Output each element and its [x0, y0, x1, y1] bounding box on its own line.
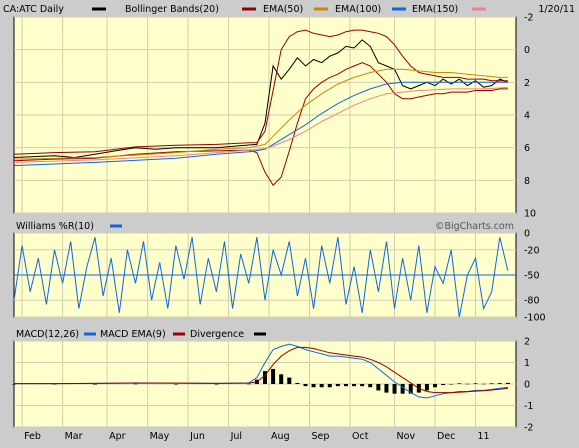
legend-bollinger-label: Bollinger Bands(20) — [125, 4, 219, 15]
series-line — [13, 86, 508, 163]
divergence-bar — [327, 384, 332, 388]
divergence-bar — [173, 384, 178, 385]
williams-y-tick-label: -50 — [524, 271, 540, 282]
divergence-bar — [279, 374, 284, 384]
symbol-title: CA:ATC Daily — [3, 4, 64, 15]
x-tick-label: 11 — [478, 431, 490, 442]
macd-ema-title: MACD EMA(9) — [100, 329, 166, 340]
x-tick-label: Feb — [24, 431, 41, 442]
williams-title: Williams %R(10) — [16, 221, 94, 232]
williams-header: Williams %R(10) ©BigCharts.com — [16, 221, 514, 232]
divergence-bar — [497, 383, 502, 384]
x-tick-label: Nov — [397, 431, 416, 442]
williams-y-tick-label: 0 — [524, 229, 530, 240]
macd-y-tick-label: 2 — [524, 337, 530, 348]
macd-series — [14, 343, 508, 399]
williams-y-tick-label: -20 — [524, 245, 540, 256]
divergence-bar — [424, 384, 429, 391]
divergence-bar — [271, 368, 276, 384]
divergence-bar — [263, 371, 267, 384]
legend-ema100-label: EMA(100) — [335, 4, 381, 15]
price-y-tick-label: 8 — [524, 176, 530, 187]
divergence-bar — [287, 377, 292, 384]
macd-y-tick-label: 0 — [524, 380, 530, 391]
price-y-axis: 10 8 6 4 2 0 -2 — [524, 13, 536, 220]
x-tick-label: Aug — [271, 431, 290, 442]
divergence-bar — [376, 384, 381, 391]
series-line — [13, 29, 508, 155]
williams-grid — [14, 232, 516, 318]
divergence-bar — [465, 383, 470, 385]
divergence-bar — [311, 384, 316, 388]
divergence-bar — [352, 384, 357, 387]
divergence-bar — [489, 383, 494, 384]
divergence-bar — [319, 384, 324, 388]
williams-y-tick-label: -100 — [524, 313, 546, 324]
date-label: 1/20/11 — [538, 4, 575, 15]
legend-ema150-label: EMA(150) — [412, 4, 458, 15]
divergence-bar — [133, 383, 138, 385]
divergence-title: Divergence — [190, 329, 244, 340]
macd-grid — [14, 340, 516, 428]
x-tick-label: Mar — [65, 431, 83, 442]
divergence-bar — [505, 382, 510, 384]
series-line — [13, 81, 508, 167]
divergence-bar — [303, 384, 308, 387]
macd-y-tick-label: -2 — [524, 423, 533, 434]
series-line — [13, 39, 509, 159]
divergence-bar — [246, 383, 251, 385]
watermark: ©BigCharts.com — [435, 221, 514, 232]
divergence-bar — [384, 384, 389, 393]
header: CA:ATC Daily Bollinger Bands(20) EMA(50)… — [3, 4, 575, 15]
divergence-bar — [473, 383, 478, 384]
divergence-bar — [392, 384, 397, 394]
x-tick-label: Oct — [352, 431, 369, 442]
divergence-bar — [12, 384, 16, 385]
divergence-bar — [360, 384, 365, 387]
series-line — [13, 237, 509, 318]
x-tick-label: Apr — [109, 431, 126, 442]
divergence-bar — [400, 384, 405, 394]
divergence-bar — [441, 384, 446, 386]
price-y-tick-label: 10 — [524, 209, 536, 220]
price-y-tick-label: 4 — [524, 111, 530, 122]
x-tick-label: Dec — [437, 431, 455, 442]
macd-y-axis: 2 1 0 -1 -2 — [524, 337, 533, 434]
divergence-bar — [481, 383, 486, 385]
divergence-bar — [295, 382, 300, 384]
macd-title: MACD(12,26) — [16, 329, 79, 340]
price-y-tick-label: 2 — [524, 78, 530, 89]
macd-header: MACD(12,26) MACD EMA(9) Divergence — [16, 329, 266, 340]
price-y-tick-label: -2 — [524, 13, 533, 24]
series-line — [13, 68, 508, 160]
macd-y-tick-label: -1 — [524, 401, 533, 412]
divergence-bar — [52, 384, 57, 385]
x-tick-label: Jul — [230, 431, 242, 442]
divergence-bar — [457, 383, 462, 384]
williams-y-axis: 0 -20 -50 -80 -100 — [524, 229, 546, 324]
divergence-bar — [368, 384, 373, 388]
williams-y-tick-label: -80 — [524, 296, 540, 307]
divergence-bar — [408, 384, 413, 394]
divergence-bar — [335, 384, 340, 387]
divergence-bar — [214, 384, 219, 385]
williams-series — [13, 237, 509, 318]
divergence-bar — [92, 384, 97, 385]
price-y-tick-label: 6 — [524, 143, 530, 154]
x-tick-label: Jun — [189, 431, 205, 442]
macd-y-tick-label: 1 — [524, 358, 530, 369]
x-axis: Feb Mar Apr May Jun Jul Aug Sep Oct Nov Dec 11 — [24, 431, 490, 442]
series-line — [14, 346, 508, 394]
legend-ema50-label: EMA(50) — [263, 4, 303, 15]
x-tick-label: May — [150, 431, 170, 442]
x-tick-label: Sep — [312, 431, 330, 442]
divergence-bar — [433, 384, 438, 388]
price-series — [13, 29, 509, 186]
price-y-tick-label: 0 — [524, 45, 530, 56]
divergence-bar — [449, 384, 454, 385]
divergence-bar — [343, 384, 348, 387]
